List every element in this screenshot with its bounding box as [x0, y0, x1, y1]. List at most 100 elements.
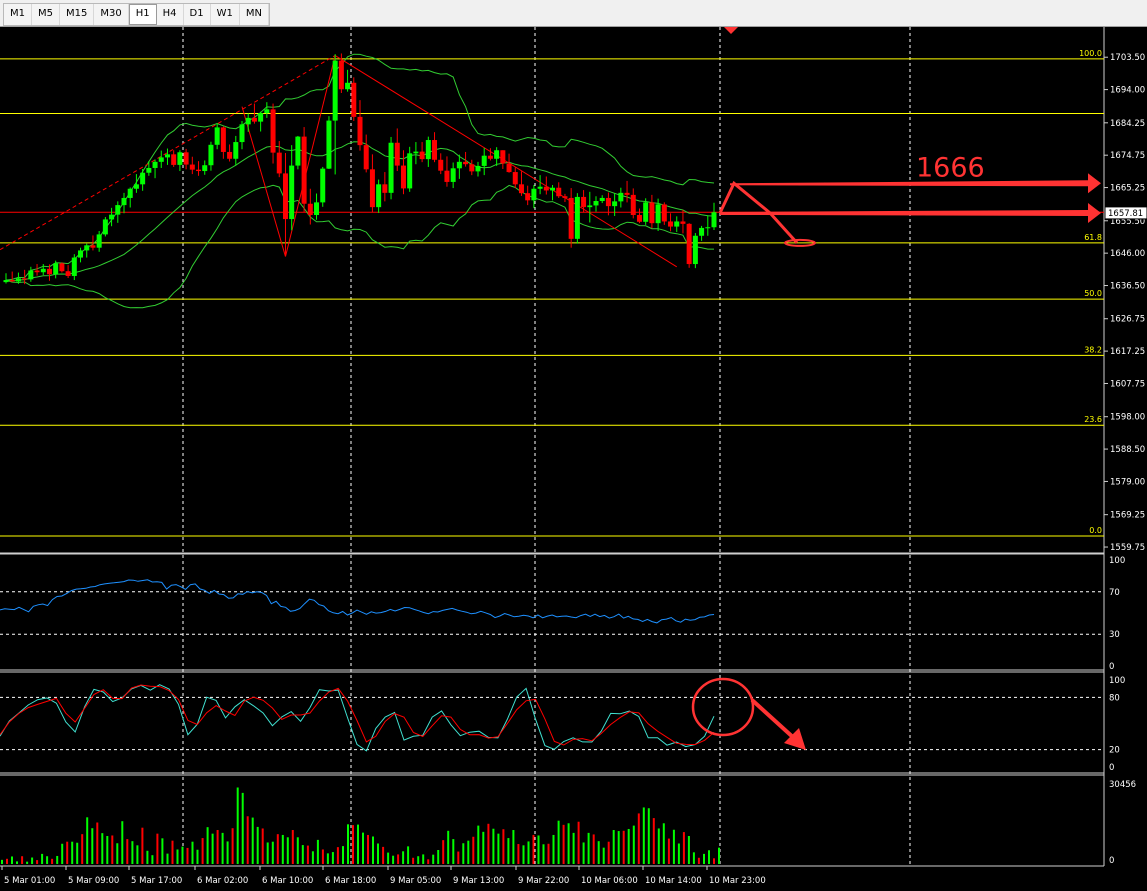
- time-axis-label: 6 Mar 10:00: [262, 876, 313, 886]
- candle-body: [289, 165, 295, 220]
- candle-body: [463, 161, 469, 165]
- rsi-axis-label: 70: [1109, 588, 1120, 598]
- candle-body: [189, 164, 195, 170]
- time-axis-label: 6 Mar 18:00: [325, 876, 376, 886]
- candle-body: [28, 270, 34, 280]
- price-axis-label: 1684.25: [1110, 119, 1145, 129]
- candle-body: [59, 263, 65, 272]
- price-axis-label: 1703.50: [1110, 53, 1145, 63]
- candle-body: [456, 161, 462, 169]
- candle-body: [245, 117, 251, 125]
- candle-body: [661, 204, 667, 222]
- candle-body: [15, 278, 21, 282]
- candle-body: [239, 124, 245, 143]
- price-axis-label: 1617.25: [1110, 347, 1145, 357]
- candle-body: [475, 165, 481, 172]
- time-axis-label: 10 Mar 23:00: [709, 876, 766, 886]
- candle-body: [53, 263, 59, 275]
- candle-body: [258, 113, 264, 122]
- candle-body: [537, 186, 543, 189]
- candle-body: [34, 270, 40, 273]
- candle-body: [314, 202, 320, 215]
- stochastic-circle: [691, 677, 755, 737]
- price-axis-label: 1674.75: [1110, 151, 1145, 161]
- rsi-line: [0, 579, 715, 624]
- candle-body: [152, 161, 158, 168]
- candle-body: [40, 268, 46, 273]
- candle-body: [22, 278, 28, 280]
- candle-body: [164, 154, 170, 158]
- candle-body: [605, 197, 611, 207]
- timeframe-button-m15[interactable]: M15: [60, 4, 95, 25]
- stochastic-axis-label: 20: [1109, 746, 1120, 756]
- candle-body: [407, 153, 413, 189]
- candle-body: [568, 197, 574, 239]
- candle-body: [469, 164, 475, 172]
- stochastic-axis-label: 100: [1109, 676, 1125, 686]
- candle-body: [133, 184, 139, 189]
- candle-body: [220, 127, 226, 152]
- candle-body: [3, 280, 9, 283]
- candle-body: [394, 142, 400, 166]
- price-axis-label: 1626.75: [1110, 315, 1145, 325]
- candle-body: [382, 184, 388, 193]
- timeframe-button-m5[interactable]: M5: [32, 4, 60, 25]
- price-axis-label: 1665.25: [1110, 184, 1145, 194]
- trend-line-dashed: [0, 55, 336, 251]
- candle-body: [320, 168, 326, 203]
- chart-canvas[interactable]: 100.0 61.8 50.0 38.2 23.6 0.0 100 70 30 0 100 80 2…: [0, 27, 1147, 891]
- candle-body: [345, 82, 351, 90]
- candle-body: [326, 120, 332, 169]
- timeframe-button-m1[interactable]: M1: [4, 4, 32, 25]
- time-axis-label: 5 Mar 17:00: [131, 876, 182, 886]
- candle-body: [338, 60, 344, 90]
- price-axis-label: 1559.75: [1110, 543, 1145, 553]
- candle-body: [531, 188, 537, 201]
- candle-body: [562, 196, 568, 198]
- candle-body: [96, 234, 102, 248]
- timeframe-button-h1[interactable]: H1: [128, 4, 157, 25]
- candle-body: [46, 268, 52, 275]
- candle-body: [115, 205, 121, 215]
- candle-body: [388, 142, 394, 193]
- volume-axis-label: 30456: [1109, 780, 1136, 790]
- timeframe-button-h4[interactable]: H4: [157, 4, 184, 25]
- stochastic-down-arrow-shaft: [750, 698, 797, 741]
- candle-body: [643, 202, 649, 222]
- price-axis-label: 1694.00: [1110, 86, 1145, 96]
- timeframe-button-m30[interactable]: M30: [94, 4, 129, 25]
- time-axis-label: 6 Mar 02:00: [197, 876, 248, 886]
- candle-body: [494, 150, 500, 159]
- candle-body: [9, 280, 15, 282]
- candle-body: [581, 196, 587, 208]
- candle-body: [518, 184, 524, 194]
- price-axis-label: 1607.75: [1110, 379, 1145, 389]
- fib-level-label: 23.6: [1084, 415, 1102, 424]
- candle-body: [233, 142, 239, 159]
- candle-body: [264, 109, 270, 114]
- candle-body: [574, 196, 580, 239]
- candle-body: [400, 165, 406, 189]
- candle-body: [208, 144, 214, 166]
- fib-level-label: 61.8: [1084, 233, 1102, 242]
- fib-level-label: 100.0: [1079, 49, 1102, 58]
- timeframe-button-d1[interactable]: D1: [184, 4, 211, 25]
- candle-body: [363, 145, 369, 170]
- candle-body: [276, 152, 282, 174]
- candle-body: [481, 155, 487, 166]
- candle-body: [711, 212, 717, 228]
- candle-body: [649, 202, 655, 224]
- candle-body: [146, 167, 152, 173]
- candle-body: [183, 152, 189, 165]
- stochastic-signal-line: [0, 684, 715, 746]
- price-axis-label: 1655.50: [1110, 217, 1145, 227]
- candle-body: [599, 197, 605, 202]
- candle-body: [351, 82, 357, 117]
- timeframe-button-mn[interactable]: MN: [240, 4, 269, 25]
- current-price-box: [1104, 206, 1147, 220]
- time-axis-label: 10 Mar 14:00: [645, 876, 702, 886]
- candle-body: [369, 169, 375, 208]
- timeframe-button-w1[interactable]: W1: [211, 4, 240, 25]
- chart-background: [0, 27, 1147, 891]
- price-axis-label: 1579.00: [1110, 477, 1145, 487]
